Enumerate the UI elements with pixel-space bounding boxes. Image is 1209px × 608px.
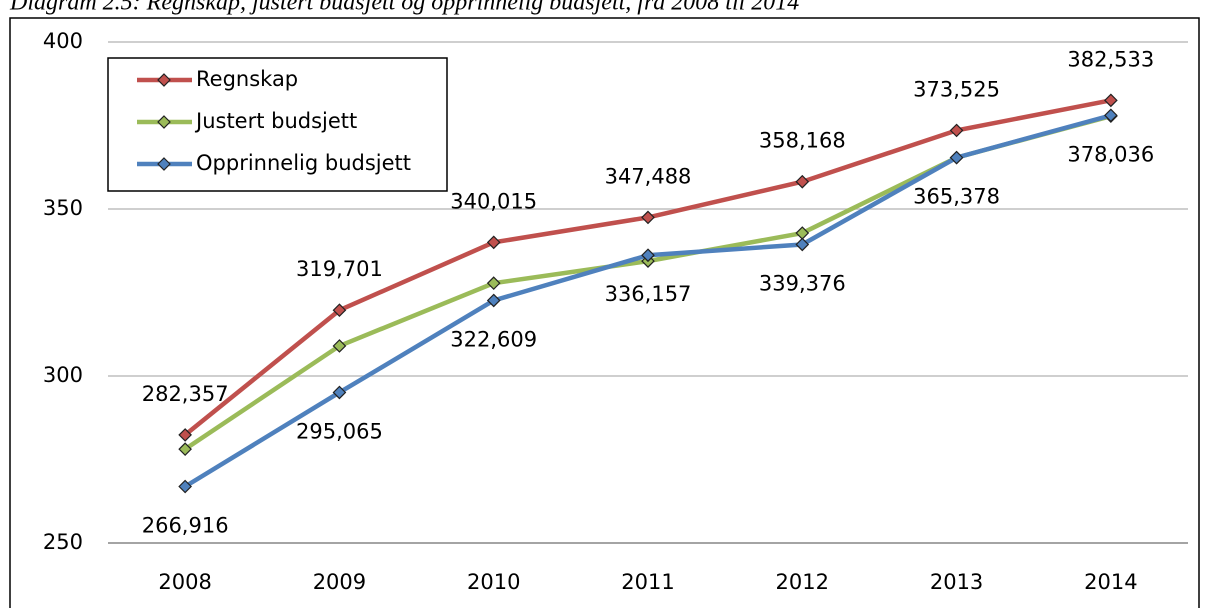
legend-marker <box>157 157 171 171</box>
y-tick-label: 250 <box>43 530 83 554</box>
data-label: 322,609 <box>450 327 537 351</box>
data-point <box>949 150 964 165</box>
data-label: 282,357 <box>142 382 229 406</box>
data-point <box>486 276 501 290</box>
data-point <box>332 339 347 353</box>
chart-title: Diagram 2.5: Regnskap, justert budsjett … <box>9 0 799 16</box>
data-point <box>178 442 192 456</box>
data-label: 319,701 <box>296 257 383 281</box>
data-label: 358,168 <box>759 129 846 153</box>
data-point <box>1104 108 1118 123</box>
x-tick-label: 2009 <box>313 570 366 594</box>
data-point <box>178 428 192 442</box>
data-point <box>332 385 347 400</box>
chart-frame <box>9 17 1200 608</box>
data-label: 378,036 <box>1067 142 1154 166</box>
x-tick-label: 2010 <box>467 570 520 594</box>
data-point <box>332 303 347 318</box>
legend-marker <box>157 73 171 87</box>
x-tick-label: 2008 <box>158 570 211 594</box>
data-point <box>1104 93 1118 108</box>
data-point <box>949 123 964 138</box>
x-tick-label: 2012 <box>776 570 829 594</box>
data-point <box>795 174 810 189</box>
data-label: 295,065 <box>296 419 383 443</box>
data-label: 373,525 <box>913 77 1000 101</box>
legend-label: Regnskap <box>196 67 298 91</box>
legend-label: Justert budsjett <box>194 109 357 133</box>
y-tick-label: 400 <box>43 29 83 53</box>
x-tick-label: 2013 <box>930 570 983 594</box>
x-tick-label: 2014 <box>1084 570 1137 594</box>
legend-label: Opprinnelig budsjett <box>196 151 411 175</box>
data-point <box>486 293 501 308</box>
data-point <box>641 210 655 225</box>
y-tick-label: 350 <box>43 196 83 220</box>
y-tick-label: 300 <box>43 363 83 387</box>
data-label: 365,378 <box>913 185 1000 209</box>
data-label: 347,488 <box>605 164 692 188</box>
data-point <box>641 248 655 263</box>
data-label: 340,015 <box>450 189 537 213</box>
data-point <box>486 235 501 250</box>
data-point <box>178 479 192 494</box>
data-label: 339,376 <box>759 271 846 295</box>
x-tick-label: 2011 <box>621 570 674 594</box>
data-label: 266,916 <box>142 514 229 538</box>
data-point <box>795 237 810 252</box>
data-label: 336,157 <box>605 282 692 306</box>
data-label: 382,533 <box>1067 47 1154 71</box>
legend-marker <box>157 115 171 129</box>
